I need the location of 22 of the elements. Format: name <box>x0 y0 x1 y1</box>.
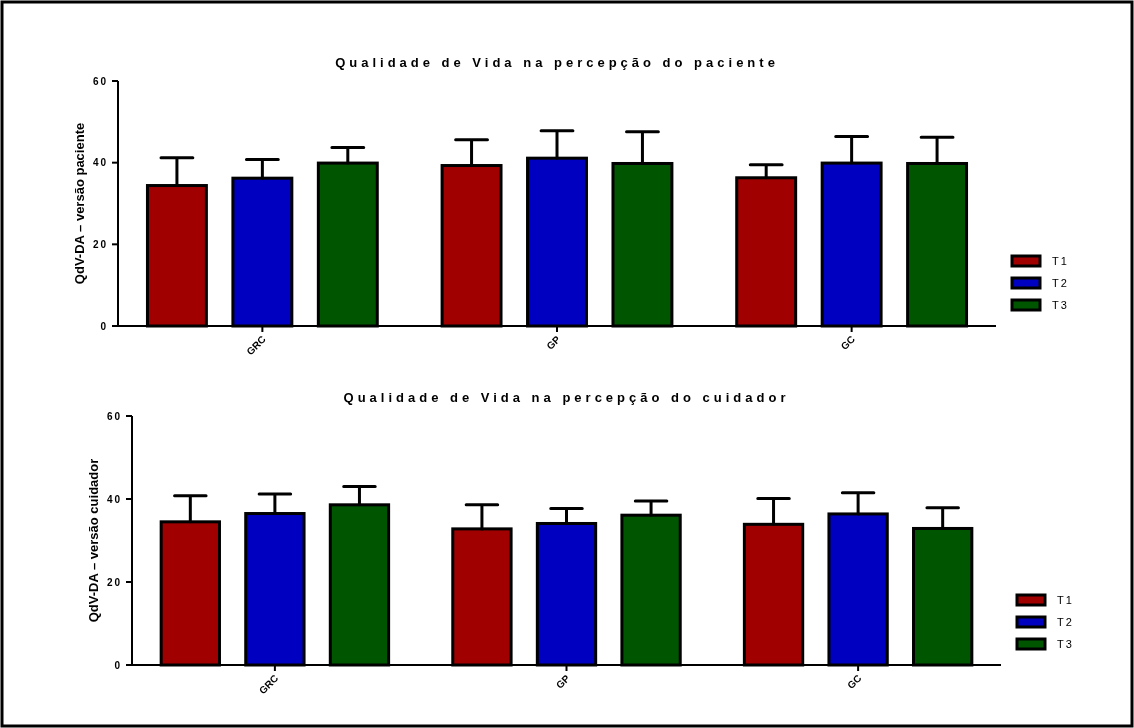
y-tick-label: 40 <box>106 493 122 505</box>
y-tick-label: 0 <box>100 320 108 332</box>
y-tick-label: 20 <box>92 238 108 250</box>
y-tick-label: 20 <box>106 576 122 588</box>
legend-label: T3 <box>1052 298 1069 311</box>
legend-label: T2 <box>1052 276 1069 289</box>
y-tick-label: 40 <box>92 157 108 169</box>
chart-title: Qualidade de Vida na percepção do paciente <box>335 55 779 70</box>
chart-title: Qualidade de Vida na percepção do cuidador <box>343 390 790 405</box>
y-axis-title: QdV-DA – versão paciente <box>72 122 87 285</box>
legend-label: T1 <box>1057 593 1074 606</box>
y-axis-title: QdV-DA – versão cuidador <box>86 458 101 623</box>
legend-label: T1 <box>1052 254 1069 267</box>
x-tick-label: GP <box>544 333 563 352</box>
legend-label: T2 <box>1057 615 1074 628</box>
y-tick-label: 0 <box>114 659 122 671</box>
y-tick-label: 60 <box>92 75 108 87</box>
x-tick-label: GP <box>553 672 573 691</box>
y-tick-label: 60 <box>106 410 122 422</box>
legend-label: T3 <box>1057 637 1074 650</box>
x-tick-label: GC <box>845 672 864 692</box>
x-tick-label: GC <box>838 333 858 353</box>
